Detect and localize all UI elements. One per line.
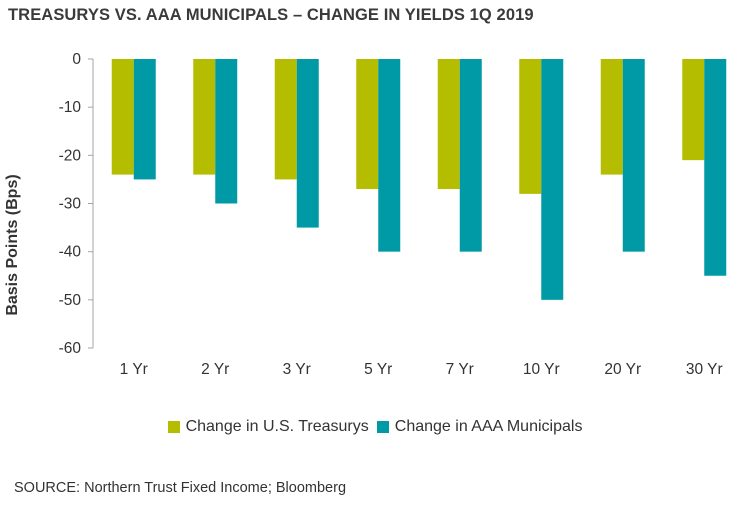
y-tick-label: -30: [59, 196, 82, 213]
y-tick-label: -60: [59, 340, 82, 357]
y-tick-label: -20: [59, 147, 82, 164]
x-tick-label: 3 Yr: [283, 361, 311, 378]
x-tick-label: 10 Yr: [523, 361, 560, 378]
legend-item-treasurys: Change in U.S. Treasurys: [167, 418, 369, 436]
bar-treasurys: [193, 59, 216, 175]
bar-treasurys: [600, 59, 623, 175]
bar-municipals: [215, 59, 238, 204]
bar-treasurys: [356, 59, 379, 190]
y-tick-label: 0: [72, 51, 81, 68]
x-tick-label: 30 Yr: [686, 361, 723, 378]
bar-municipals: [704, 59, 727, 276]
bar-municipals: [133, 59, 156, 180]
bar-treasurys: [437, 59, 460, 190]
bar-treasurys: [519, 59, 542, 194]
legend-swatch-municipals: [376, 421, 389, 433]
bar-municipals: [459, 59, 482, 252]
y-tick-label: -50: [59, 292, 82, 309]
chart-title: TREASURYS VS. AAA MUNICIPALS – CHANGE IN…: [8, 6, 534, 24]
legend-item-municipals: Change in AAA Municipals: [376, 418, 583, 436]
bar-treasurys: [682, 59, 705, 161]
bar-municipals: [296, 59, 319, 228]
legend-swatch-treasurys: [167, 421, 180, 433]
x-tick-label: 1 Yr: [120, 361, 148, 378]
bar-chart: 0 -10 -20 -30 -40 -50 -60 1 Yr 2 Yr 3 Yr 5 Yr 7 Yr 1…: [59, 51, 727, 378]
bar-treasurys: [274, 59, 297, 180]
legend-label-municipals: Change in AAA Municipals: [394, 418, 583, 435]
y-tick-label: -10: [59, 99, 82, 116]
y-tick-label: -40: [59, 244, 82, 261]
legend: Change in U.S. Treasurys Change in AAA M…: [0, 418, 750, 436]
x-tick-label: 20 Yr: [604, 361, 641, 378]
bar-municipals: [541, 59, 564, 300]
x-tick-label: 5 Yr: [364, 361, 392, 378]
bar-municipals: [622, 59, 645, 252]
x-tick-label: 2 Yr: [201, 361, 229, 378]
bar-treasurys: [111, 59, 134, 175]
bar-municipals: [378, 59, 401, 252]
legend-label-treasurys: Change in U.S. Treasurys: [185, 418, 369, 435]
source-note: SOURCE: Northern Trust Fixed Income; Blo…: [14, 480, 347, 496]
x-tick-label: 7 Yr: [446, 361, 474, 378]
